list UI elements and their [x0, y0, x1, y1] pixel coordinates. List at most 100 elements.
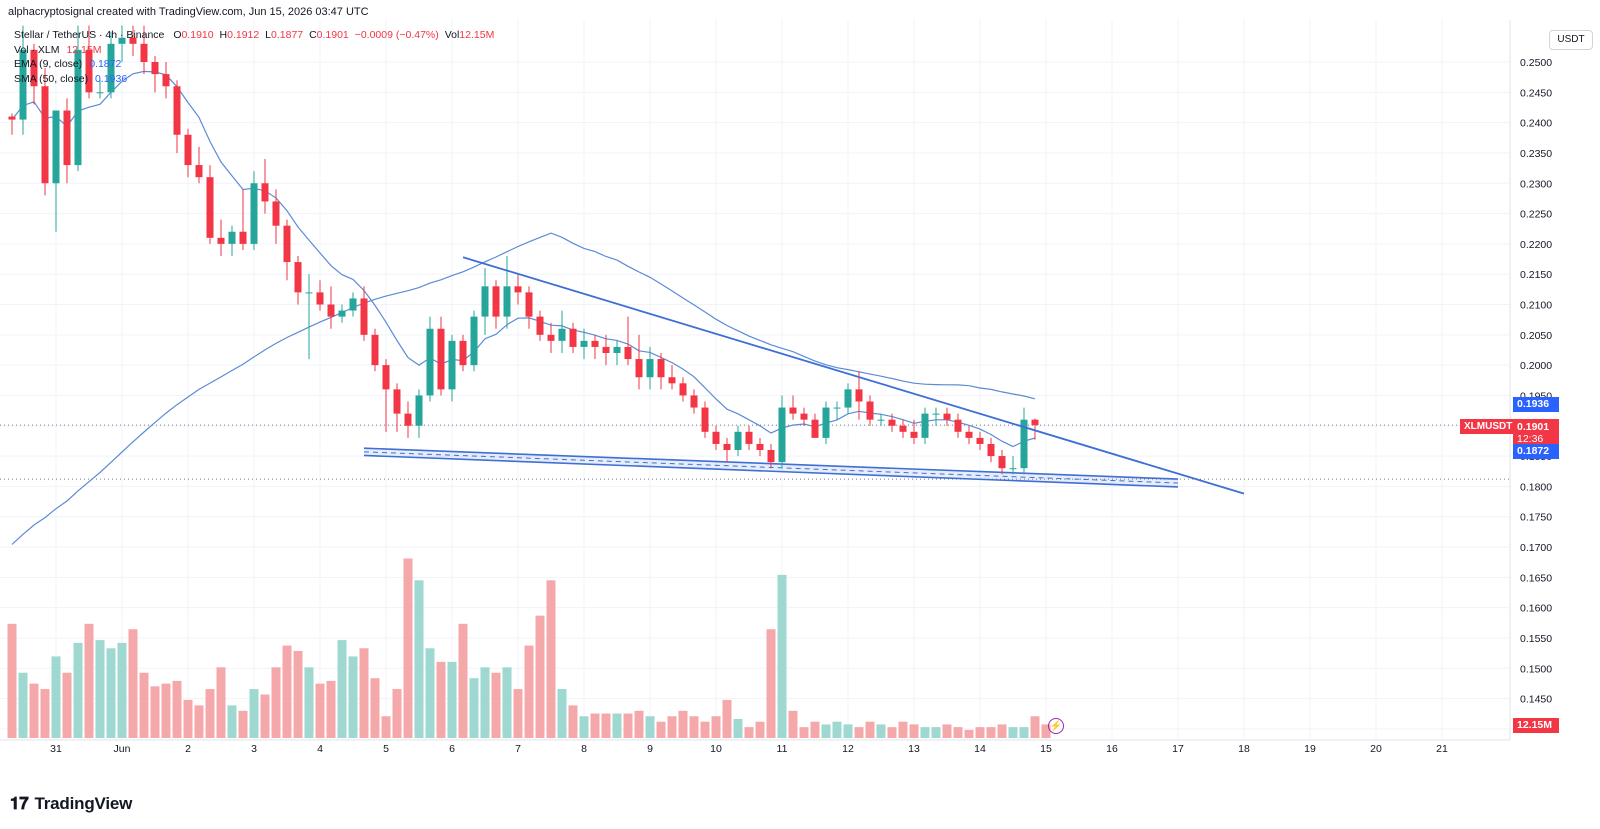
tradingview-logo[interactable]: 𝟏𝟕 TradingView [10, 794, 132, 814]
candle-body [239, 231, 247, 244]
volume-bar [667, 716, 677, 738]
volume-bar [183, 699, 193, 738]
candle-body [96, 92, 104, 94]
volume-bar [700, 721, 710, 738]
ema-9-line [11, 70, 1036, 448]
volume-bar [535, 615, 545, 738]
volume-label: 12.15M [1513, 718, 1559, 733]
candle-body [800, 413, 808, 420]
price-tick-label: 0.2450 [1520, 87, 1552, 99]
candle-body [481, 286, 489, 317]
candle-body [1031, 419, 1039, 426]
candle-body [965, 431, 973, 438]
time-tick-label: 18 [1238, 743, 1250, 755]
candle-body [41, 86, 49, 184]
volume-bar [62, 672, 72, 738]
price-tick-label: 0.1600 [1520, 603, 1552, 615]
volume-bar [337, 640, 347, 738]
legend-sma-row[interactable]: SMA (50, close) 0.1936 [14, 72, 494, 87]
bar-countdown: 12:36 [1517, 433, 1544, 445]
volume-bar [469, 678, 479, 738]
volume-bar [986, 727, 996, 738]
time-tick-label: 15 [1040, 743, 1052, 755]
lightning-icon[interactable]: ⚡ [1048, 718, 1064, 734]
volume-bar [524, 645, 534, 738]
candle-body [679, 383, 687, 396]
price-tick-label: 0.1700 [1520, 542, 1552, 554]
volume-bar [18, 672, 28, 738]
volume-bar [293, 650, 303, 738]
price-tick-label: 0.2050 [1520, 330, 1552, 342]
candle-body [580, 340, 588, 347]
candle-body [151, 62, 159, 75]
volume-bar [777, 574, 787, 738]
volume-bar [645, 716, 655, 738]
candle-body [657, 359, 665, 378]
candle-body [459, 340, 467, 366]
volume-bar [623, 713, 633, 738]
candle-body [426, 328, 434, 396]
volume-bar [579, 716, 589, 738]
price-tick-label: 0.1800 [1520, 481, 1552, 493]
volume-bar [953, 727, 963, 738]
price-tick-label: 0.1500 [1520, 663, 1552, 675]
candle-body [404, 413, 412, 426]
candle-body [756, 443, 764, 450]
chart-legend: Stellar / TetherUS · 4h · Binance O0.191… [14, 28, 494, 86]
price-tick-label: 0.1650 [1520, 572, 1552, 584]
candle-body [811, 419, 819, 438]
legend-close-label: C [309, 29, 317, 41]
volume-bar [359, 648, 369, 738]
volume-bar [403, 558, 413, 738]
chart-caption: alphacryptosignal created with TradingVi… [8, 6, 369, 18]
candle-body [767, 450, 775, 463]
volume-bar [1019, 727, 1029, 738]
volume-bar [854, 727, 864, 738]
time-tick-label: 3 [251, 743, 257, 755]
candle-body [305, 292, 313, 294]
price-tick-label: 0.1750 [1520, 512, 1552, 524]
time-tick-label: 16 [1106, 743, 1118, 755]
legend-ema-label: EMA (9, close) [14, 58, 83, 70]
legend-sma-value: 0.1936 [95, 72, 128, 85]
volume-bar [271, 667, 281, 738]
candle-body [74, 49, 82, 166]
volume-bar [29, 683, 39, 738]
legend-volume-row[interactable]: Vol · XLM 12.15M [14, 43, 494, 58]
legend-ema-row[interactable]: EMA (9, close) 0.1872 [14, 57, 494, 72]
candle-body [63, 110, 71, 166]
legend-open: 0.1910 [181, 29, 214, 41]
candle-body [646, 359, 654, 378]
price-tick-label: 0.2100 [1520, 300, 1552, 312]
time-tick-label: 17 [1172, 743, 1184, 755]
volume-bar [920, 727, 930, 738]
time-tick-label: 6 [449, 743, 455, 755]
volume-bar [612, 713, 622, 738]
candle-body [371, 334, 379, 366]
volume-bar [139, 672, 149, 738]
legend-sma-label: SMA (50, close) [14, 72, 89, 85]
candle-body [899, 425, 907, 432]
price-tick-label: 0.2300 [1520, 178, 1552, 190]
volume-bar [909, 724, 919, 738]
candle-body [723, 443, 731, 450]
candle-body [844, 389, 852, 408]
volume-bar [876, 724, 886, 738]
candle-body [525, 292, 533, 317]
candle-body [30, 49, 38, 87]
volume-bar [942, 724, 952, 738]
time-tick-label: 10 [710, 743, 722, 755]
volume-bar [722, 699, 732, 738]
volume-bar [117, 642, 127, 738]
last-price-label: 0.1901 12:36 [1513, 419, 1559, 446]
legend-ohlc-row[interactable]: Stellar / TetherUS · 4h · Binance O0.191… [14, 28, 494, 43]
sma-price-label: 0.1936 [1513, 397, 1559, 412]
currency-selector[interactable]: USDT [1549, 30, 1593, 50]
candle-body [52, 110, 60, 184]
volume-bar [150, 686, 160, 738]
candle-body [712, 431, 720, 444]
candle-body [19, 49, 27, 120]
volume-bar [282, 645, 292, 738]
time-tick-label: 12 [842, 743, 854, 755]
